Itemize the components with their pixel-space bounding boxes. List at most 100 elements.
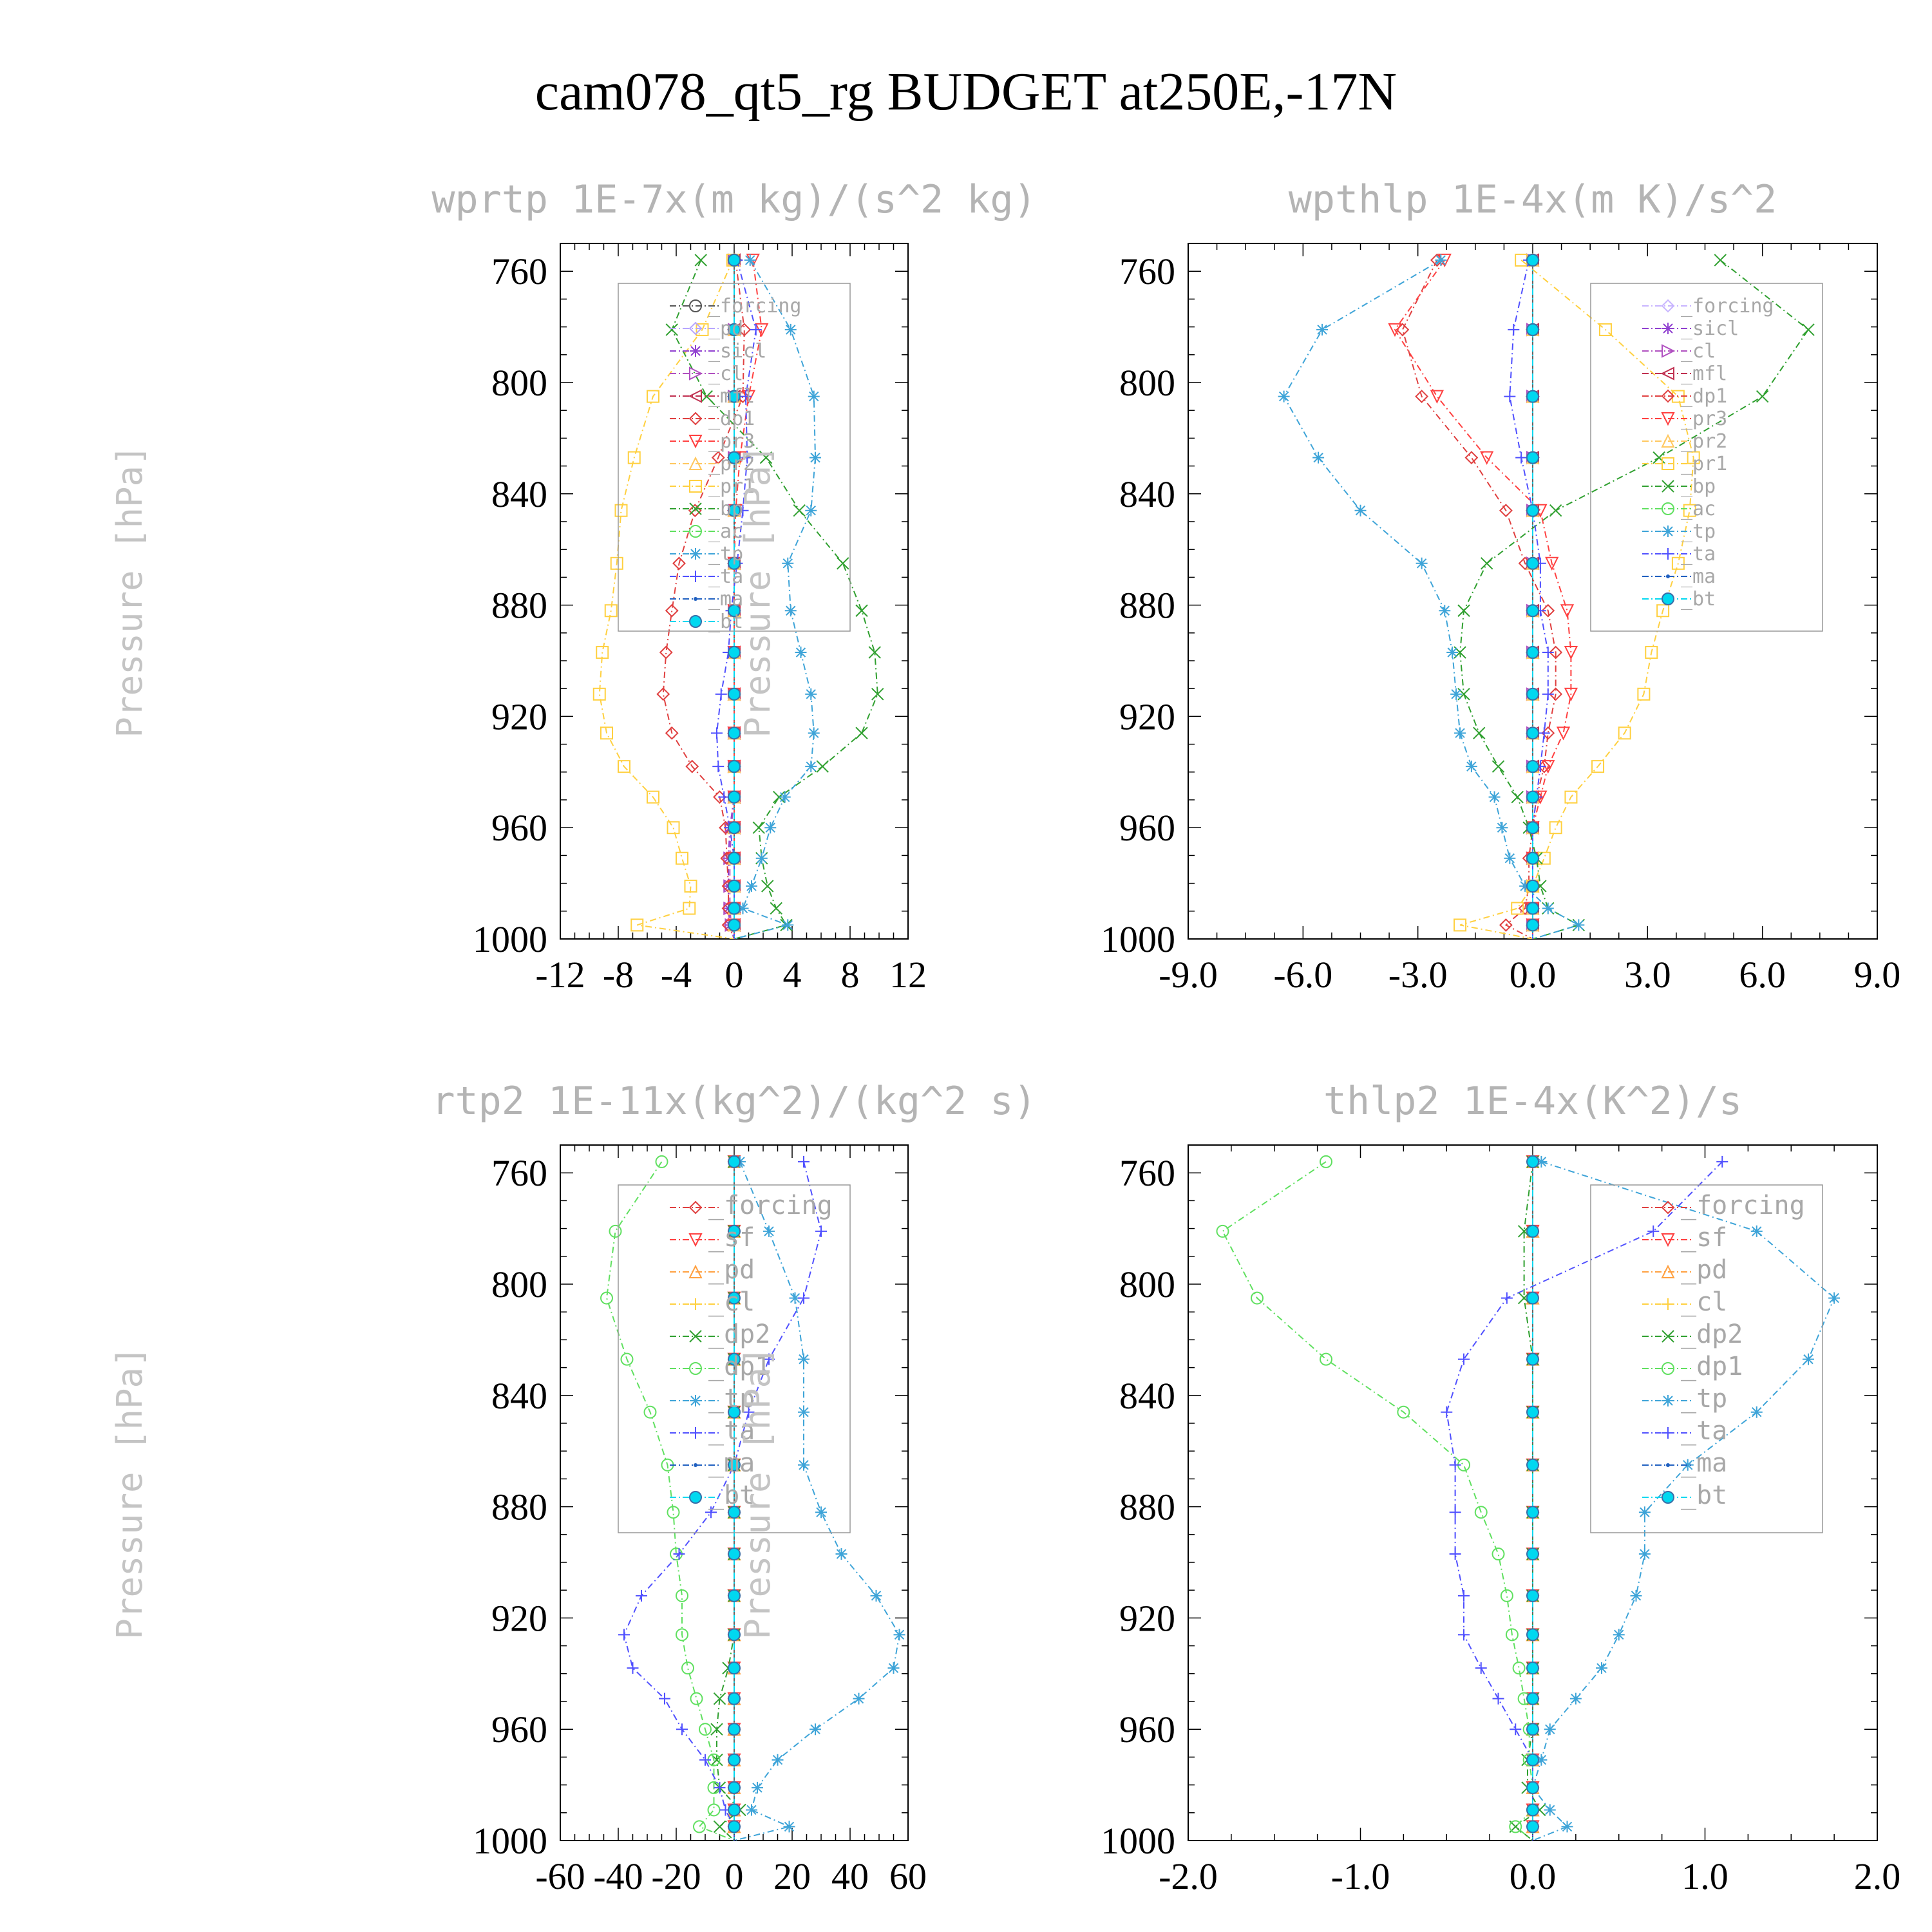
data-point [728,451,741,464]
y-tick-label: 840 [491,473,547,515]
legend-marker [689,525,702,538]
data-point [728,851,741,865]
data-point [728,687,741,701]
legend-marker [1662,502,1674,515]
panel-title: thlp2 1E-4x(K^2)/s [1323,1079,1742,1124]
data-point [1526,1458,1539,1472]
data-point [1526,1723,1539,1736]
y-tick-label: 760 [491,1152,547,1194]
data-point [728,760,741,773]
legend-marker [690,1298,701,1310]
data-point [728,726,741,740]
data-point [1499,504,1513,518]
data-point [798,1292,810,1304]
legend-label: _sicl [1681,317,1739,340]
data-point [808,727,820,739]
y-tick-label: 960 [491,1709,547,1750]
x-tick-label: 40 [831,1855,869,1897]
data-point [1504,390,1516,402]
data-point [1526,1692,1539,1705]
data-point [620,1352,634,1366]
panel-title: wpthlp 1E-4x(m K)/s^2 [1289,177,1777,222]
data-point [600,726,613,740]
y-tick-label: 880 [1119,585,1175,627]
data-point [710,1723,723,1736]
legend-label: _dp1 [1681,1352,1743,1381]
data-point [728,1405,741,1419]
series-ta [1504,254,1554,939]
series-tp [1278,254,1585,939]
legend-marker [694,597,697,601]
legend-marker [689,366,703,381]
data-point [1542,647,1554,659]
legend-label: _forcing [708,295,802,317]
data-point [676,1723,688,1736]
legend-marker [689,299,702,312]
legend-label: _ta [708,1416,755,1446]
legend-marker [1662,1395,1674,1406]
data-point [1545,556,1559,571]
data-point [714,1781,726,1794]
data-point [1475,1662,1487,1674]
y-tick-label: 920 [1119,1597,1175,1639]
data-point [741,451,753,464]
series-line [1459,260,1810,939]
data-point [1526,1589,1539,1602]
data-point [1251,1291,1264,1305]
legend-label: _tp [708,543,743,565]
legend-marker [1662,526,1674,537]
panel-3: rtp2 1E-11x(kg^2)/(kg^2 s) Pressure [hPa]… [109,1079,1037,1897]
data-point [868,646,881,659]
data-point [870,1589,882,1602]
data-point [1526,1628,1539,1642]
legend-label: _ma [1681,1448,1727,1478]
legend-marker [688,412,703,426]
data-point [837,557,849,570]
data-point [1504,852,1516,864]
legend-marker [690,1395,701,1406]
data-point [683,902,696,915]
x-tick-label: 12 [889,954,927,996]
legend-marker [1662,592,1674,605]
series-line [671,260,878,939]
y-axis-label: Pressure [hPa] [109,444,150,737]
data-point [1526,1155,1539,1168]
legend-label: _bp [1681,475,1716,498]
data-point [855,604,868,617]
legend-label: _sf [1681,1223,1727,1253]
data-point [1496,822,1508,834]
data-point [1598,323,1612,336]
data-point [728,1458,741,1472]
legend-label: _ac [1681,498,1716,520]
data-point [1509,1820,1522,1833]
data-point [636,1589,647,1602]
legend-label: _mfl [708,385,755,408]
legend-label: _pr1 [708,475,755,498]
data-point [1541,603,1555,618]
data-point [685,759,699,773]
data-point [1458,1589,1470,1602]
data-point [728,390,741,403]
data-point [1511,902,1524,915]
data-point [647,790,659,804]
data-point [782,557,794,569]
panel-title: wprtp 1E-7x(m kg)/(s^2 kg) [431,177,1036,222]
data-point [728,902,741,915]
legend-marker [689,480,702,493]
data-point [1526,253,1539,267]
legend-marker [688,1200,703,1215]
legend: _forcing _sf_pd_cl _dp2 _dp1 _tp_ta_ma _bt [618,1184,851,1533]
data-point [728,1753,741,1766]
legend-label: _dp1 [708,1352,770,1381]
data-point [1312,451,1325,464]
data-point [728,1723,741,1736]
legend-label: _tp [1681,520,1716,543]
legend-box [1590,1184,1823,1533]
data-point [1538,727,1550,739]
data-point [673,1548,685,1560]
data-point [1687,451,1700,464]
data-point [1630,1589,1642,1602]
data-point [1397,1405,1410,1419]
data-point [1501,1292,1513,1304]
legend-label: _pd [708,317,743,340]
